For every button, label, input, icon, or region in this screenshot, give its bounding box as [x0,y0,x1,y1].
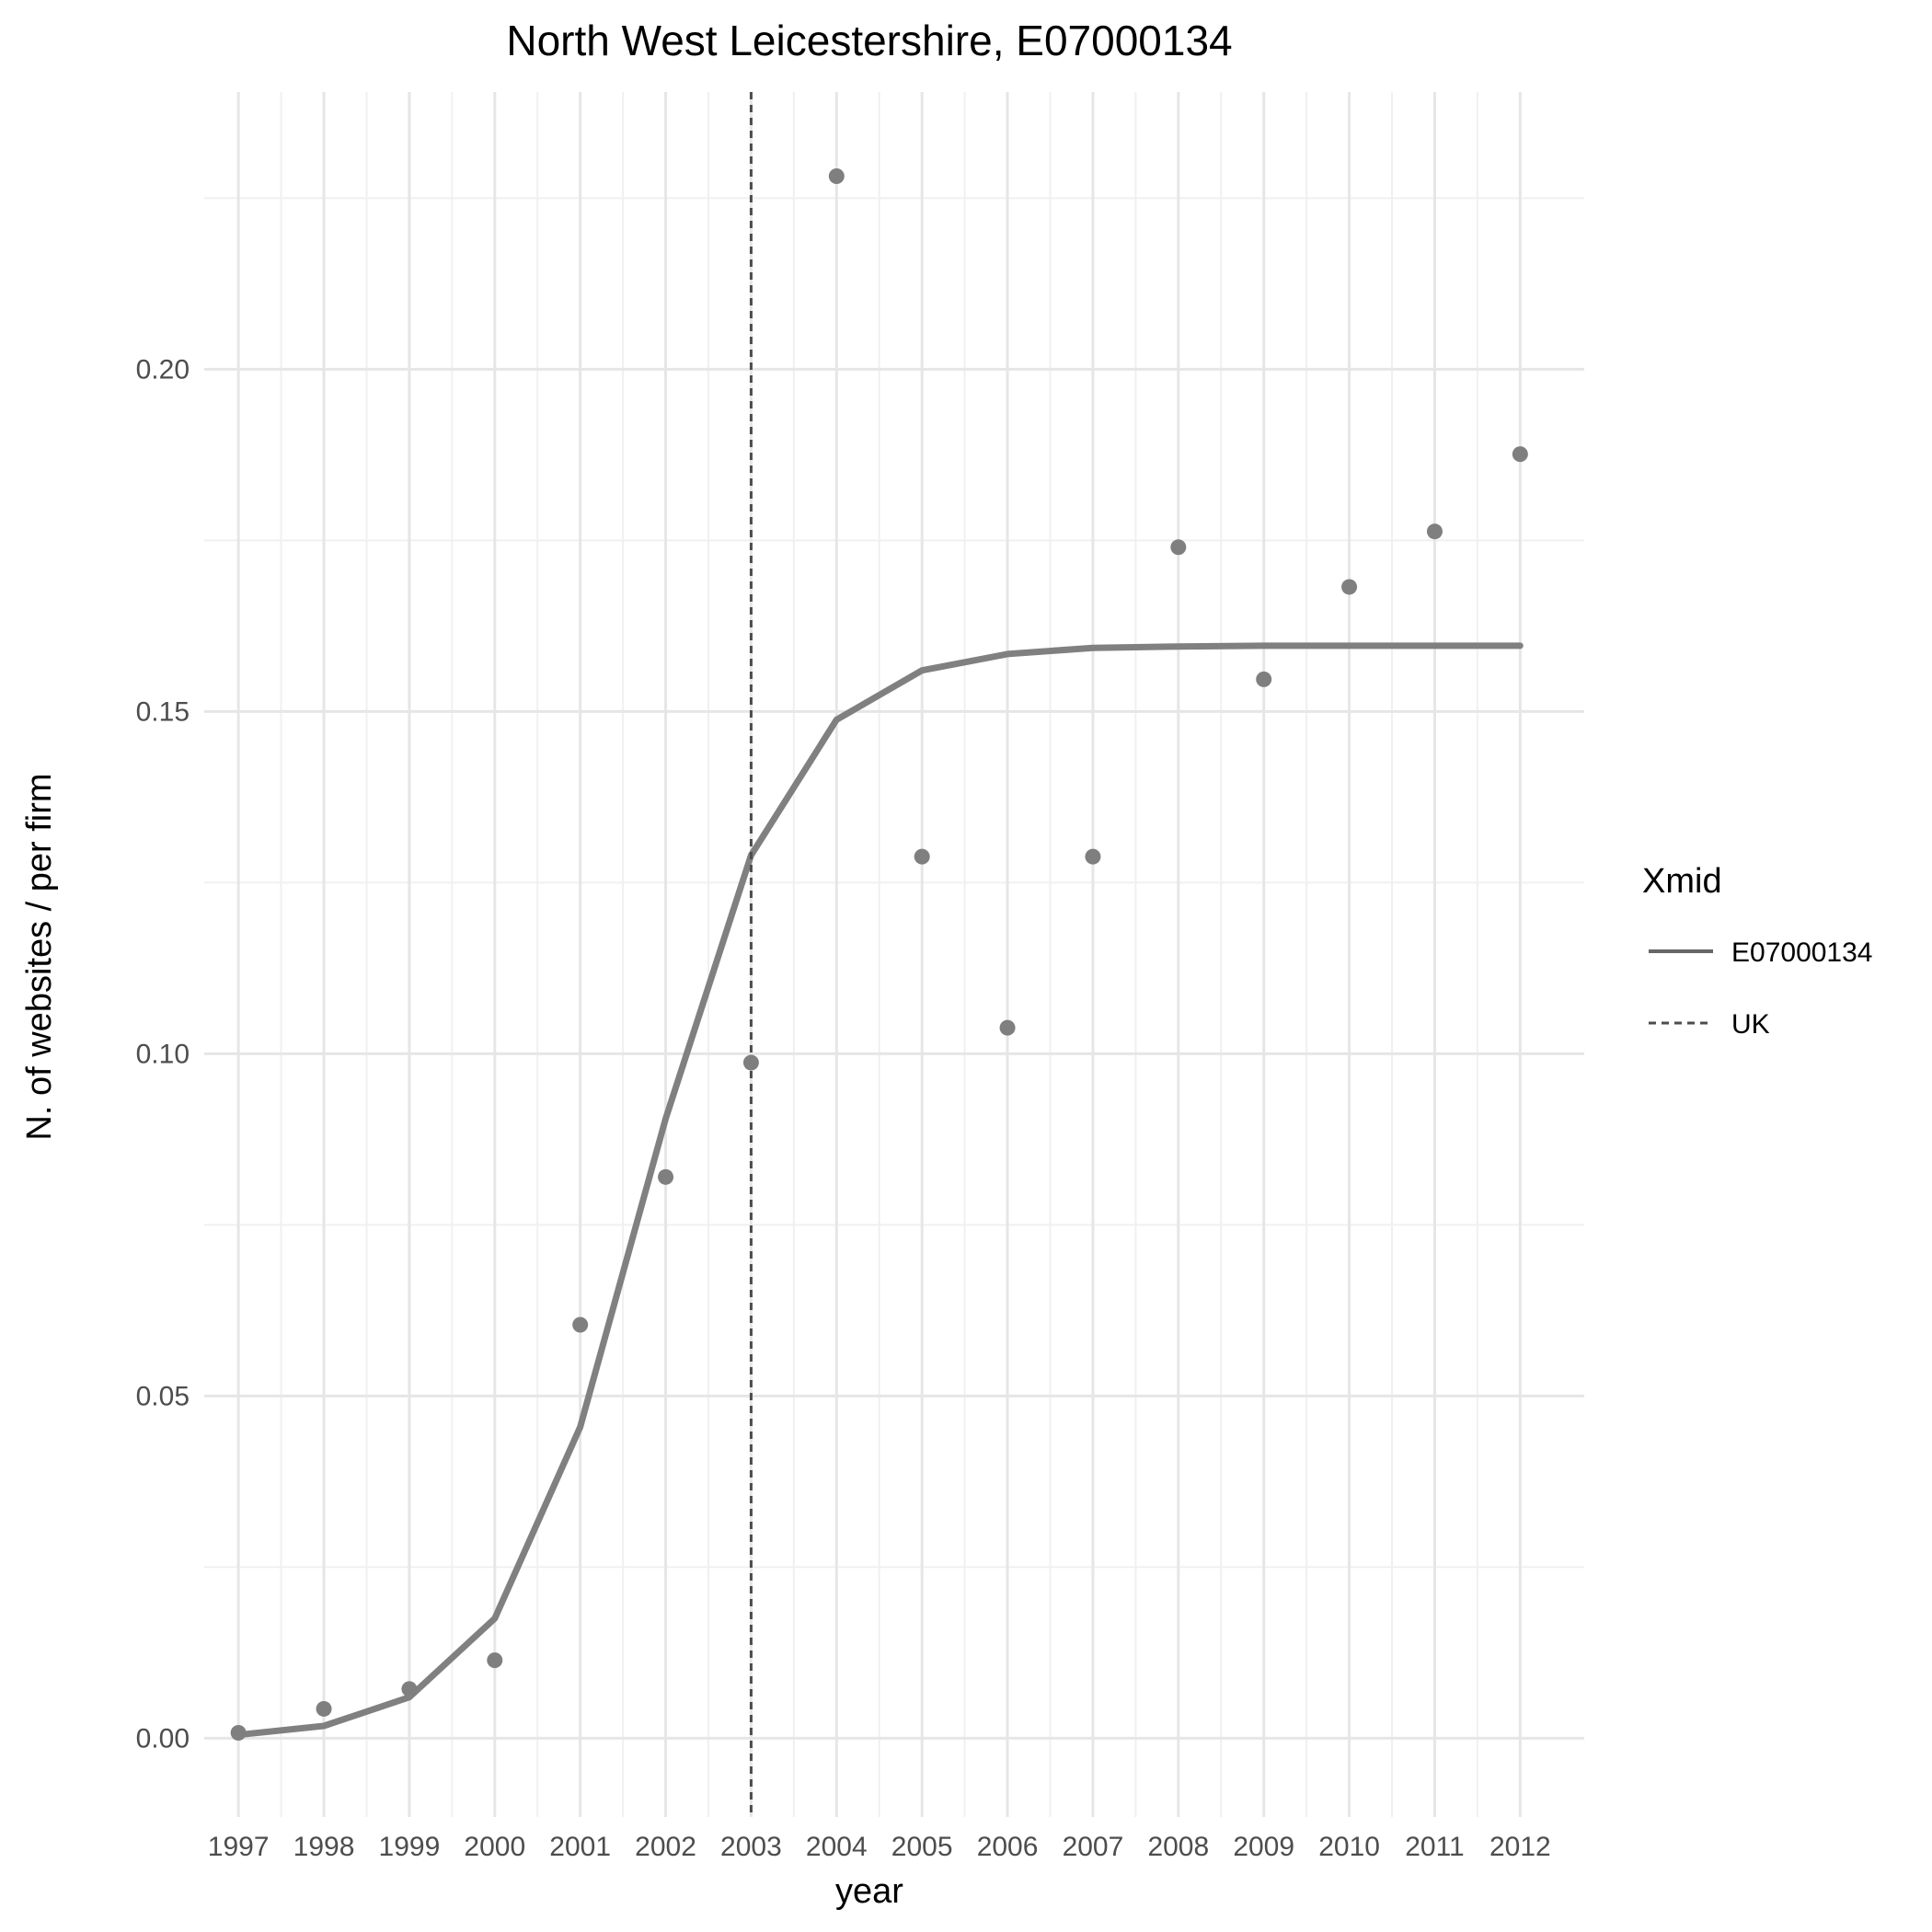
x-tick-label: 2008 [1147,1832,1209,1862]
x-tick-label: 2011 [1405,1832,1465,1862]
x-tick-label: 2003 [720,1832,782,1862]
data-point [572,1317,589,1333]
data-point [1256,671,1272,687]
data-point [1512,446,1528,463]
data-point [828,168,845,185]
data-point [401,1681,418,1697]
y-tick-label: 0.00 [136,1723,190,1754]
legend-label-uk: UK [1731,1009,1770,1040]
data-point [914,848,930,865]
x-axis: 1997 1998 1999 2000 2001 2002 2003 2004 2005 2006… [208,1832,1551,1862]
y-tick-label: 0.15 [136,696,190,727]
data-point [1085,848,1101,865]
data-point [1426,523,1443,540]
chart-title: North West Leicestershire, E07000134 [506,17,1232,64]
legend-title: Xmid [1642,862,1722,901]
x-tick-label: 2009 [1233,1832,1294,1862]
x-tick-label: 2010 [1318,1832,1380,1862]
legend: Xmid E07000134 UK [1642,862,1873,1040]
plot-area [230,92,1528,1817]
legend-label-e07000134: E07000134 [1731,937,1873,968]
x-tick-label: 2005 [891,1832,953,1862]
data-point [487,1652,503,1669]
data-point [1341,579,1358,595]
x-tick-label: 1998 [293,1832,355,1862]
data-point [999,1019,1016,1036]
x-tick-label: 1997 [208,1832,270,1862]
data-point [1170,539,1187,556]
x-axis-title: year [835,1872,903,1911]
x-tick-label: 2002 [635,1832,696,1862]
x-tick-label: 2007 [1063,1832,1124,1862]
data-point [742,1054,759,1071]
y-tick-label: 0.10 [136,1039,190,1069]
x-tick-label: 2000 [464,1832,525,1862]
series-line-e07000134 [235,642,1524,1739]
data-point [658,1168,674,1185]
x-tick-label: 2006 [977,1832,1039,1862]
data-point [316,1700,332,1717]
y-tick-label: 0.05 [136,1381,190,1411]
x-tick-label: 2004 [806,1832,868,1862]
x-tick-label: 1999 [379,1832,441,1862]
grid [204,92,1584,1817]
y-axis: 0.00 0.05 0.10 0.15 0.20 [136,354,190,1754]
data-point [230,1724,247,1741]
x-tick-label: 2012 [1489,1832,1551,1862]
y-tick-label: 0.20 [136,354,190,385]
x-tick-label: 2001 [549,1832,611,1862]
y-axis-title: N. of websites / per firm [20,773,59,1140]
